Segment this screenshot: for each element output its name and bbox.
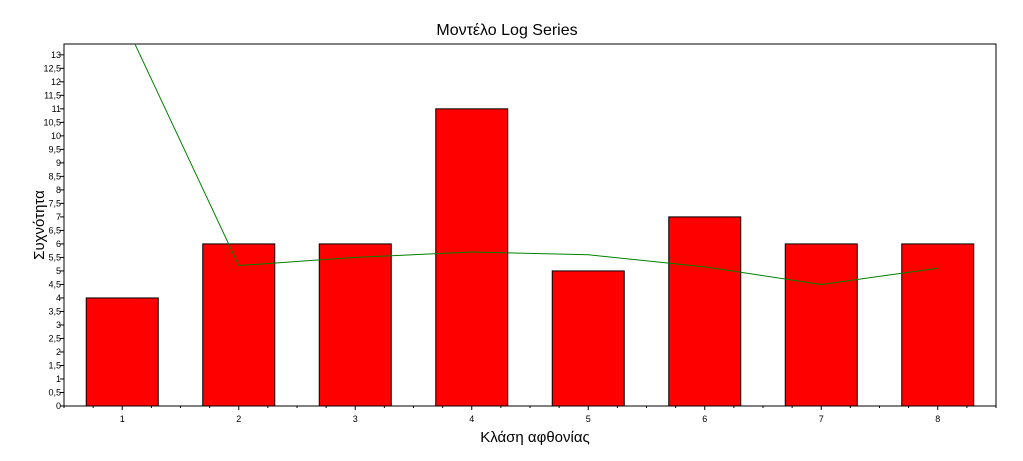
line-path	[134, 44, 938, 285]
y-tick-label: 13	[51, 50, 61, 60]
y-tick-label: 2	[56, 347, 61, 357]
x-tick-label: 5	[586, 414, 591, 424]
y-tick-label: 10,5	[43, 117, 61, 127]
y-tick-label: 4,5	[48, 279, 61, 289]
y-tick-label: 1	[56, 374, 61, 384]
x-tick-label: 4	[469, 414, 474, 424]
bar	[318, 243, 392, 407]
y-tick-label: 7	[56, 212, 61, 222]
y-tick-label: 9	[56, 158, 61, 168]
chart-title: Μοντέλο Log Series	[436, 22, 577, 39]
x-tick-label: 7	[819, 414, 824, 424]
y-tick-label: 2,5	[48, 333, 61, 343]
x-tick-label: 3	[353, 414, 358, 424]
bar	[85, 297, 159, 407]
y-tick-label: 3	[56, 320, 61, 330]
y-tick-label: 8	[56, 185, 61, 195]
line-series	[134, 44, 938, 285]
y-tick-label: 10	[51, 131, 61, 141]
y-tick-label: 12,5	[43, 63, 61, 73]
y-tick-label: 6,5	[48, 225, 61, 235]
bar	[435, 108, 509, 407]
y-tick-label: 12	[51, 77, 61, 87]
y-axis: 00,511,522,533,544,555,566,577,588,599,5…	[43, 50, 64, 411]
x-tick-label: 6	[702, 414, 707, 424]
y-tick-label: 8,5	[48, 171, 61, 181]
y-tick-label: 7,5	[48, 198, 61, 208]
y-tick-label: 11,5	[44, 90, 61, 100]
y-tick-label: 5,5	[48, 252, 61, 262]
y-tick-label: 9,5	[48, 144, 61, 154]
y-tick-label: 0	[56, 401, 61, 411]
bar	[784, 243, 858, 407]
y-tick-label: 5	[56, 266, 61, 276]
y-tick-label: 0,5	[48, 387, 61, 397]
x-axis-title: Κλάση αφθονίας	[480, 429, 590, 446]
x-axis: 1 2 3 4 5 6 7 8	[63, 406, 997, 424]
bar	[202, 243, 276, 407]
y-tick-label: 6	[56, 239, 61, 249]
x-tick-label: 2	[236, 414, 241, 424]
y-axis-title: Συχνότητα	[31, 190, 48, 260]
y-tick-label: 3,5	[48, 306, 61, 316]
x-tick-label: 8	[935, 414, 940, 424]
y-tick-label: 11	[52, 104, 61, 114]
plot-area: 00,511,522,533,544,555,566,577,588,599,5…	[43, 43, 997, 424]
x-tick-label: 1	[120, 414, 125, 424]
bar-series	[85, 108, 975, 407]
bar	[551, 270, 625, 407]
y-tick-label: 1,5	[48, 360, 61, 370]
y-tick-label: 4	[56, 293, 61, 303]
bar	[668, 216, 742, 407]
